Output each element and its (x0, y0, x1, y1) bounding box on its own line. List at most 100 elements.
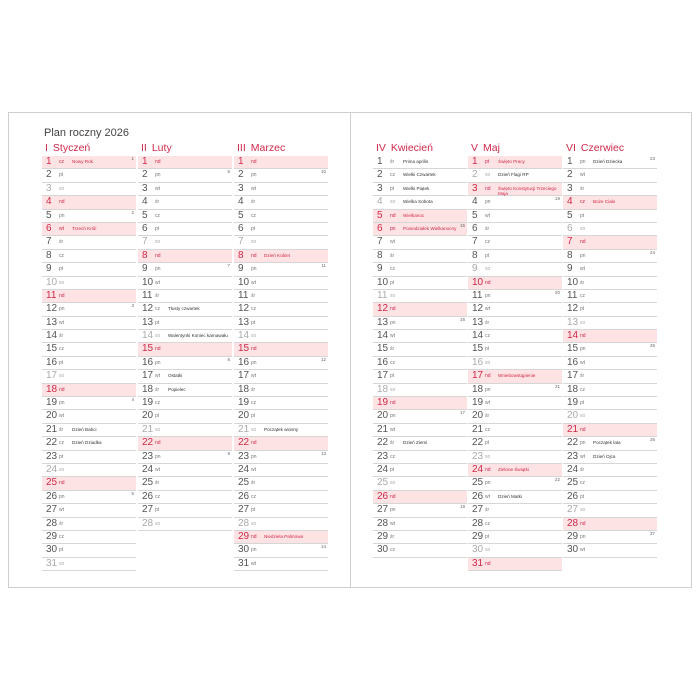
weekday-label: wt (251, 466, 256, 473)
day-number: 28 (142, 517, 154, 529)
weekday-label: nd (59, 292, 65, 299)
day-row: 30 so (468, 544, 562, 558)
weekday-label: pt (390, 466, 395, 473)
weekday-label: pn (485, 386, 491, 393)
week-number: 17 (459, 410, 465, 416)
day-number: 10 (567, 276, 579, 288)
month-column: V Maj 1 pt Święto Pracy 2 so Dzień Flagi RP 3 nd Ś… (468, 141, 562, 572)
weekday-label: so (59, 373, 65, 380)
day-note: Dzień Ojca (593, 453, 616, 459)
weekday-label: śr (59, 239, 64, 246)
day-number: 8 (472, 249, 478, 261)
day-number: 20 (377, 410, 389, 422)
day-number: 25 (46, 477, 58, 489)
day-number: 20 (472, 410, 484, 422)
day-number: 18 (46, 383, 58, 395)
day-number: 1 (142, 156, 148, 167)
day-row: 15 pt (468, 343, 562, 357)
day-row: 8 śr (373, 249, 467, 264)
day-row: 5 cz (234, 209, 328, 223)
day-row: 8 nd (138, 249, 232, 264)
weekday-label: pn (390, 507, 396, 514)
day-note: Dzień Dziecka (593, 159, 623, 164)
weekday-label: pn (59, 306, 65, 313)
day-row: 10 pt (373, 276, 467, 290)
weekday-label: so (580, 507, 586, 514)
weekday-label: so (390, 292, 396, 299)
week-number: 6 (227, 169, 230, 175)
day-number: 14 (238, 330, 250, 342)
day-number: 5 (238, 209, 244, 221)
day-row: 2 pt (42, 169, 136, 183)
day-number: 15 (238, 343, 250, 355)
day-row: 5 pt (563, 209, 657, 223)
weekday-label: so (155, 426, 161, 433)
day-number: 28 (472, 517, 484, 529)
day-row: 16 wt (563, 356, 657, 371)
day-number: 29 (377, 530, 389, 542)
week-number: 11 (321, 263, 326, 269)
day-row: 29 pt (468, 530, 562, 545)
weekday-label: nd (485, 373, 491, 380)
weekday-label: wt (155, 466, 160, 473)
day-row: 26 pn 5 (42, 490, 136, 505)
day-row: 1 nd (234, 156, 328, 170)
day-row: 9 so (468, 263, 562, 277)
weekday-label: śr (580, 185, 585, 192)
day-number: 9 (567, 263, 573, 275)
weekday-label: wt (59, 507, 64, 514)
day-row: 8 cz (42, 249, 136, 264)
day-number: 1 (46, 156, 52, 167)
day-number: 19 (238, 397, 250, 409)
weekday-label: śr (155, 480, 160, 487)
day-number: 21 (142, 423, 154, 435)
day-number: 31 (238, 557, 250, 569)
day-row: 23 so (468, 450, 562, 464)
month-name: Marzec (250, 142, 286, 154)
day-number: 19 (472, 397, 484, 409)
weekday-label: so (59, 279, 65, 286)
day-row: 20 pn 17 (373, 410, 467, 424)
day-number: 14 (142, 330, 154, 342)
day-row: 8 pt (468, 249, 562, 264)
day-row: 1 śr Prima aprilis (373, 156, 467, 170)
day-row: 16 pn 12 (234, 356, 328, 371)
day-number: 11 (142, 289, 153, 301)
weekday-label: nd (390, 493, 396, 500)
weekday-label: pt (251, 225, 256, 232)
weekday-label: nd (251, 440, 257, 447)
weekday-label: cz (251, 493, 256, 500)
month-header: IV Kwiecień (373, 141, 467, 156)
weekday-label: pt (580, 212, 585, 219)
day-number: 27 (377, 504, 389, 516)
week-number: 18 (459, 504, 465, 510)
weekday-label: wt (580, 266, 585, 273)
weekday-label: so (390, 386, 396, 393)
day-row: 4 cz Boże Ciało (563, 196, 657, 210)
weekday-label: śr (580, 466, 585, 473)
day-row: 16 so (468, 356, 562, 371)
weekday-label: pt (59, 547, 64, 554)
day-row: 3 śr (563, 182, 657, 197)
day-row: 2 so Dzień Flagi RP (468, 169, 562, 183)
day-number: 24 (377, 463, 389, 475)
weekday-label: cz (59, 252, 64, 259)
month-name: Maj (483, 142, 500, 154)
weekday-label: śr (390, 252, 395, 259)
day-row: 23 pt (42, 450, 136, 464)
weekday-label: śr (390, 533, 395, 540)
weekday-label: so (580, 319, 586, 326)
day-number: 30 (567, 544, 579, 556)
day-number: 4 (46, 196, 52, 208)
day-row: 28 śr (42, 517, 136, 531)
day-number: 19 (377, 397, 389, 409)
weekday-label: wt (390, 520, 395, 527)
day-number: 23 (567, 450, 579, 462)
day-number: 15 (377, 343, 389, 355)
